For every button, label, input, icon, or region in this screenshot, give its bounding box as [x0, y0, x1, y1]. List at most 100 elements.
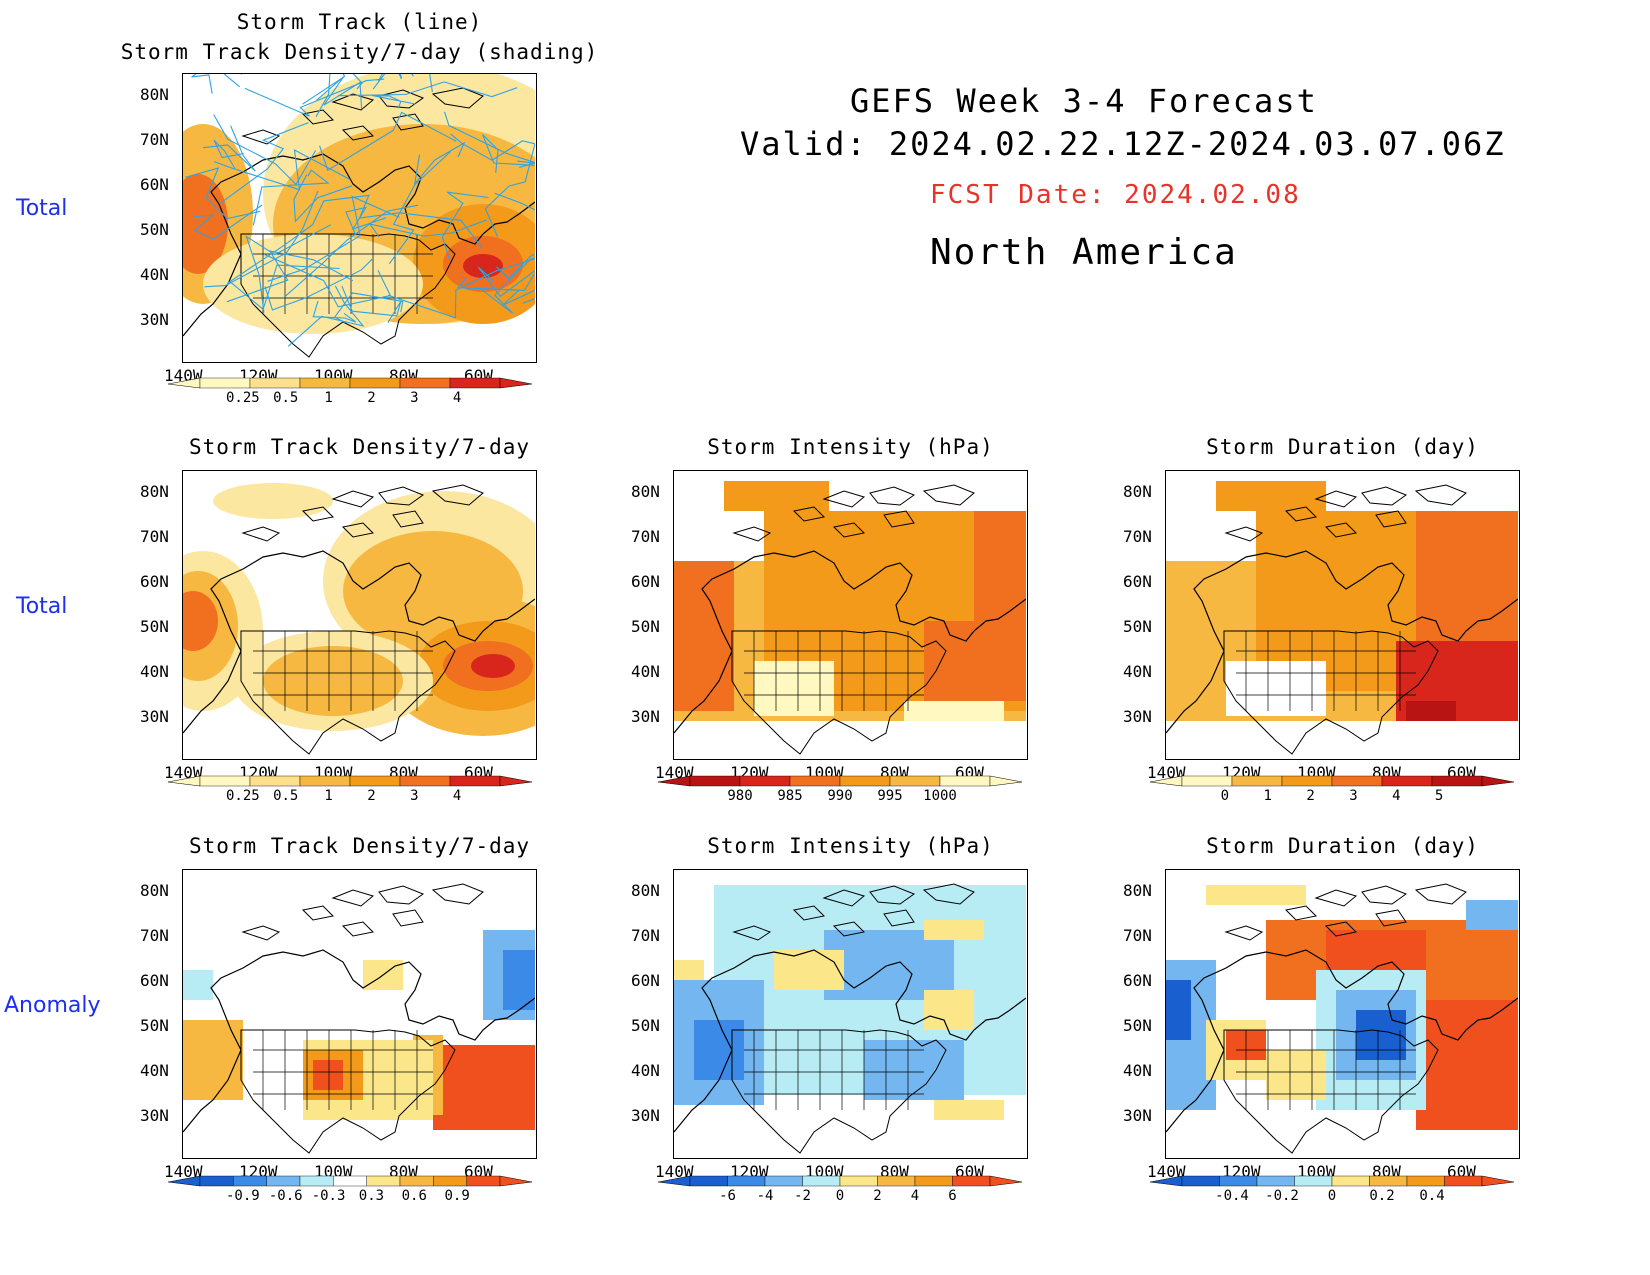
shading-region: [1266, 1050, 1326, 1100]
arctic-island: [1361, 885, 1408, 905]
lat-tick-label: 60N: [1123, 572, 1152, 591]
storm-track-line: [441, 191, 489, 262]
colorbar-label: -0.6: [269, 1188, 303, 1203]
arctic-island: [301, 506, 335, 522]
colorbar-label: 0.2: [1369, 1188, 1394, 1203]
shading-region: [463, 254, 503, 278]
row-label-total-1: Total: [16, 196, 68, 221]
arctic-island: [1324, 522, 1358, 538]
panel5-title: Storm Track Density/7-day: [188, 834, 531, 858]
arctic-island: [431, 484, 484, 506]
storm-track-line: [282, 204, 419, 299]
colorbar-label: 0: [1328, 1188, 1336, 1203]
colorbar-segment: [839, 1175, 878, 1187]
row-label-anomaly: Anomaly: [4, 993, 101, 1018]
lat-tick-label: 70N: [1123, 926, 1152, 945]
us-border: [240, 233, 456, 358]
storm-track-line: [185, 167, 261, 220]
colorbar-panel-1: 0.25 0.5 1 2 3 4: [167, 377, 533, 405]
colorbar-segment: [299, 775, 351, 787]
colorbar-segment: [449, 775, 501, 787]
storm-track-line: [456, 273, 535, 291]
storm-track-line: [191, 74, 241, 94]
lat-tick-label: 30N: [631, 1106, 660, 1125]
colorbar-segment: [299, 377, 351, 389]
arctic-island: [822, 490, 866, 508]
colorbar-label: 6: [948, 1188, 956, 1203]
shading-region: [1406, 701, 1456, 721]
colorbar-label: 0.5: [273, 390, 298, 405]
map-panel-4: [1165, 470, 1520, 760]
arctic-island: [1284, 905, 1318, 921]
panel4-title: Storm Duration (day): [1206, 435, 1479, 459]
colorbar-label: 0.25: [226, 788, 260, 803]
lat-tick-label: 30N: [140, 1106, 169, 1125]
colorbar-label: 0: [1221, 788, 1229, 803]
storm-track-line: [484, 143, 535, 238]
arctic-island: [1284, 506, 1318, 522]
colorbar-segment: [1256, 1175, 1295, 1187]
shading-region: [924, 990, 974, 1030]
arctic-island: [378, 486, 425, 506]
shading-region: [1466, 900, 1518, 930]
colorbar-arrow: [989, 1175, 1023, 1187]
arctic-island: [832, 522, 866, 538]
storm-track-line: [450, 133, 535, 161]
storm-track-line: [229, 264, 340, 311]
lat-tick-label: 80N: [1123, 482, 1152, 501]
colorbar-segment: [1181, 775, 1233, 787]
lat-tick-label: 40N: [631, 662, 660, 681]
shading-region: [471, 654, 515, 678]
arctic-island: [341, 522, 375, 538]
colorbar-panel-6: -6 -4 -2 0 2 4 6: [657, 1175, 1023, 1203]
storm-track-line: [316, 76, 363, 109]
colorbar-segment: [366, 1175, 401, 1187]
colorbar-segment: [266, 1175, 301, 1187]
shading-region: [774, 950, 844, 990]
colorbar-segment: [199, 775, 251, 787]
colorbar-panel-3: 980 985 990 995 1000: [657, 775, 1023, 803]
lat-tick-label: 80N: [631, 482, 660, 501]
colorbar-segment: [802, 1175, 841, 1187]
colorbar-segment: [727, 1175, 766, 1187]
arctic-island: [392, 909, 424, 927]
storm-track-line: [267, 195, 400, 282]
storm-track-line: [371, 94, 416, 109]
storm-track-line: [482, 134, 535, 173]
colorbar-segment: [349, 377, 401, 389]
storm-track-line: [519, 162, 535, 168]
colorbar-panel-5: -0.9 -0.6 -0.3 0.3 0.6 0.9: [167, 1175, 533, 1203]
colorbar-arrow: [657, 1175, 691, 1187]
shading-region: [183, 174, 228, 274]
shading-region: [694, 1020, 744, 1080]
colorbar-label: 5: [1435, 788, 1443, 803]
colorbar-segment: [952, 1175, 991, 1187]
shading-region: [1166, 980, 1191, 1040]
colorbar-segment: [914, 1175, 953, 1187]
colorbar-segment: [1294, 1175, 1333, 1187]
colorbar-label: 0.4: [1419, 1188, 1444, 1203]
storm-track-line: [213, 139, 244, 169]
colorbar-arrow: [989, 775, 1023, 787]
colorbar-segment: [939, 775, 991, 787]
storm-track-line: [245, 224, 331, 313]
lat-tick-label: 60N: [140, 175, 169, 194]
colorbar-segment: [399, 1175, 434, 1187]
coastline: [674, 550, 1026, 734]
panel3-title: Storm Intensity (hPa): [707, 435, 994, 459]
lat-tick-label: 70N: [631, 527, 660, 546]
shading-region: [904, 701, 1004, 721]
colorbar-arrow: [167, 1175, 201, 1187]
colorbar-label: 1: [1263, 788, 1271, 803]
shading-region: [924, 920, 984, 940]
shading-region: [433, 1045, 535, 1130]
us-border: [731, 1029, 947, 1154]
colorbar-arrow: [167, 775, 201, 787]
storm-track-line: [377, 74, 433, 93]
colorbar-segment: [1231, 775, 1283, 787]
shading-region: [924, 621, 984, 711]
colorbar-label: 2: [873, 1188, 881, 1203]
colorbar-arrow: [1481, 775, 1515, 787]
arctic-island: [1314, 889, 1358, 907]
arctic-island: [331, 490, 375, 508]
